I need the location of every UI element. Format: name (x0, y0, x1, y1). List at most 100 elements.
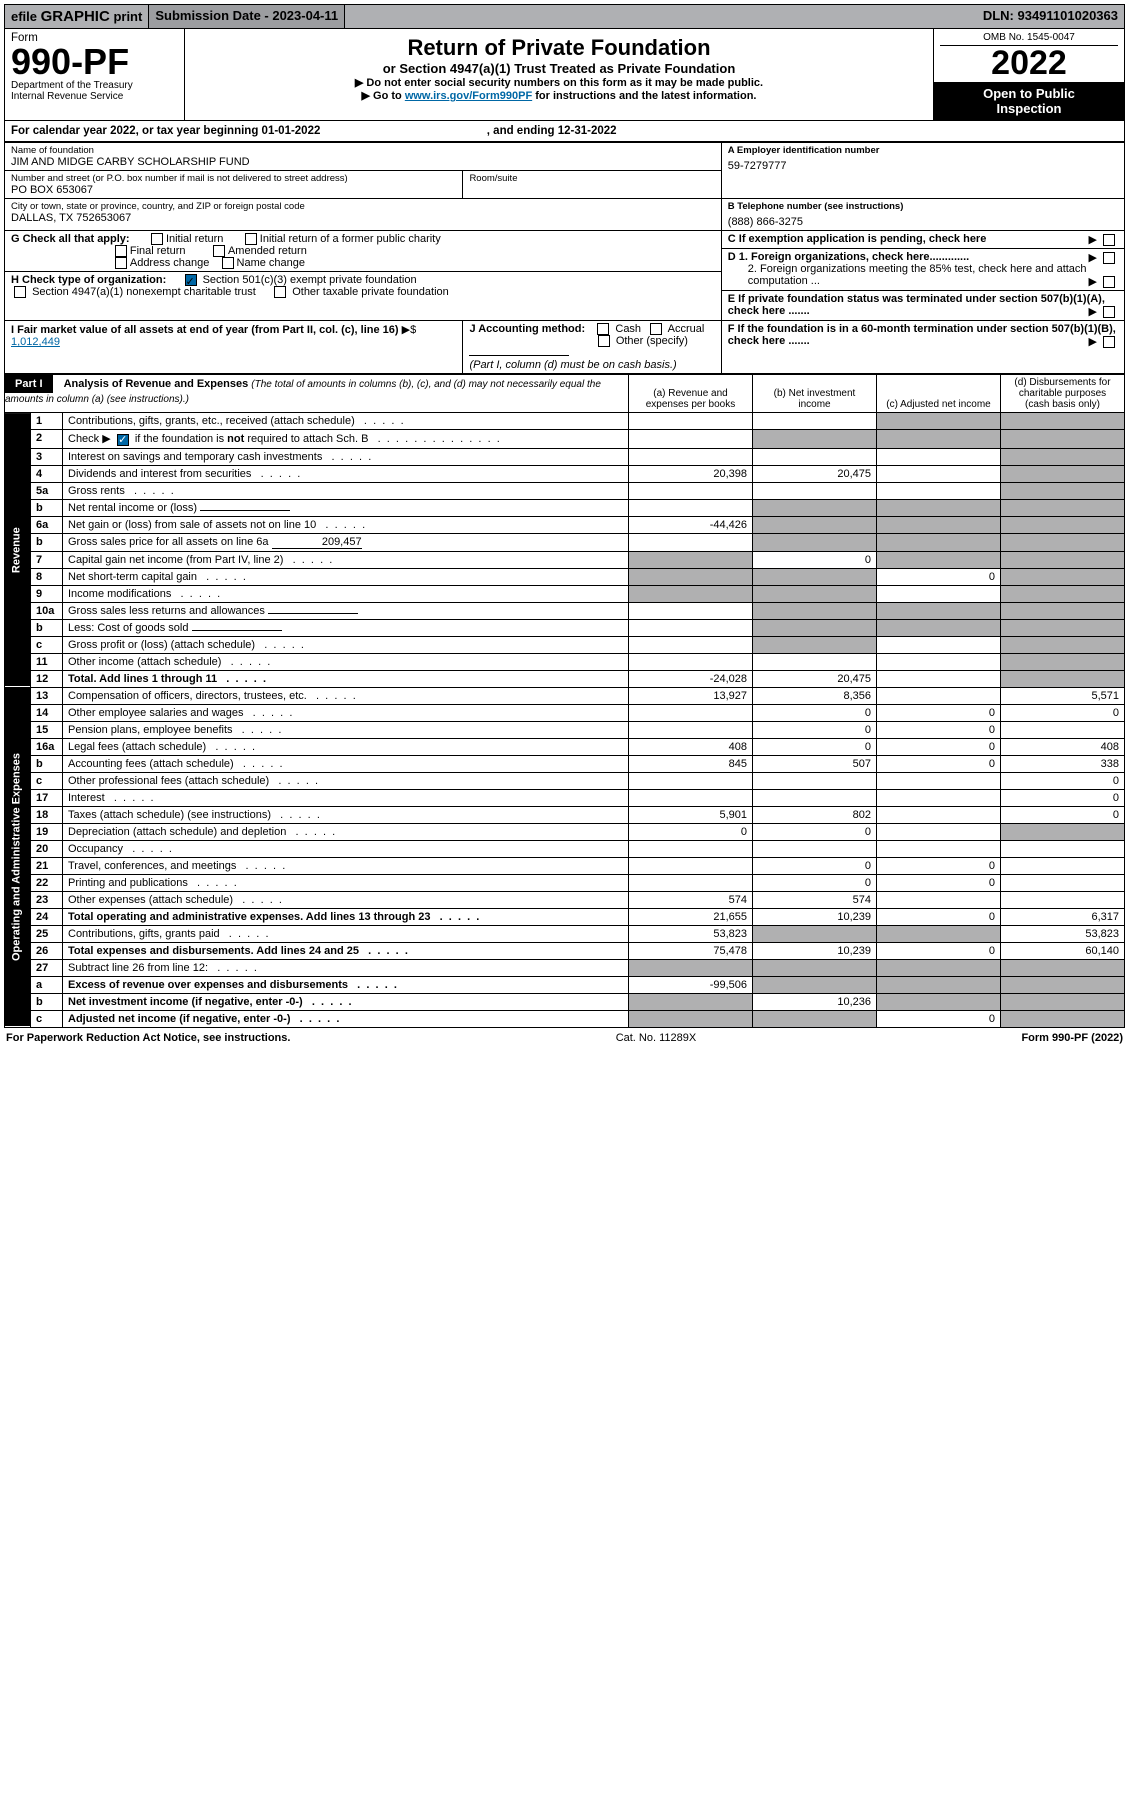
cell-a: 408 (629, 738, 753, 755)
checkbox-icon[interactable] (1103, 336, 1115, 348)
cell-b (753, 602, 877, 619)
cell-d: 60,140 (1001, 942, 1125, 959)
line-number: 16a (31, 738, 63, 755)
checkbox-icon[interactable] (115, 257, 127, 269)
checkbox-icon[interactable] (213, 245, 225, 257)
cell-b (753, 430, 877, 448)
cell-b: 10,239 (753, 942, 877, 959)
cell-b (753, 413, 877, 430)
checkbox-icon[interactable] (598, 335, 610, 347)
cell-d (1001, 993, 1125, 1010)
cell-c: 0 (877, 874, 1001, 891)
cell-c: 0 (877, 908, 1001, 925)
cell-a (629, 499, 753, 516)
cell-b (753, 925, 877, 942)
cell-c (877, 533, 1001, 551)
line-number: 10a (31, 602, 63, 619)
cell-c: 0 (877, 568, 1001, 585)
j-lbl: J Accounting method: (469, 323, 585, 335)
part-label: Part I (5, 375, 53, 393)
fmv-value: 1,012,449 (11, 336, 60, 348)
line-desc: Other expenses (attach schedule) . . . .… (63, 891, 629, 908)
line-desc: Total operating and administrative expen… (63, 908, 629, 925)
cell-d (1001, 482, 1125, 499)
cell-a: 20,398 (629, 465, 753, 482)
checkbox-icon[interactable] (1103, 252, 1115, 264)
cell-d: 6,317 (1001, 908, 1125, 925)
checkbox-checked-icon[interactable]: ✓ (117, 434, 129, 446)
cell-b (753, 482, 877, 499)
checkbox-icon[interactable] (1103, 276, 1115, 288)
checkbox-icon[interactable] (151, 233, 163, 245)
line-number: 7 (31, 551, 63, 568)
line-desc: Other professional fees (attach schedule… (63, 772, 629, 789)
line-desc: Less: Cost of goods sold (63, 619, 629, 636)
submission-date: Submission Date - 2023-04-11 (148, 5, 345, 28)
line-desc: Excess of revenue over expenses and disb… (63, 976, 629, 993)
cell-c (877, 551, 1001, 568)
cell-d (1001, 857, 1125, 874)
cell-d: 53,823 (1001, 925, 1125, 942)
cell-d: 408 (1001, 738, 1125, 755)
cell-b: 802 (753, 806, 877, 823)
cell-d (1001, 670, 1125, 687)
footer-mid: Cat. No. 11289X (616, 1032, 697, 1044)
cell-b: 0 (753, 551, 877, 568)
checkbox-icon[interactable] (1103, 234, 1115, 246)
cell-d (1001, 891, 1125, 908)
checkbox-icon[interactable] (115, 245, 127, 257)
cell-d (1001, 840, 1125, 857)
line-number: 23 (31, 891, 63, 908)
checkbox-icon[interactable] (274, 286, 286, 298)
form-number: 990-PF (11, 44, 178, 80)
line-number: b (31, 619, 63, 636)
efile-label: efile GRAPHIC print (5, 5, 148, 28)
checkbox-checked-icon[interactable]: ✓ (185, 274, 197, 286)
cell-b: 0 (753, 738, 877, 755)
cell-d (1001, 602, 1125, 619)
cell-c: 0 (877, 857, 1001, 874)
cell-d (1001, 448, 1125, 465)
cell-a (629, 959, 753, 976)
instructions-link[interactable]: www.irs.gov/Form990PF (405, 90, 532, 102)
title-main: Return of Private Foundation (191, 35, 927, 61)
checkbox-icon[interactable] (14, 286, 26, 298)
line-number: 1 (31, 413, 63, 430)
cell-a: 75,478 (629, 942, 753, 959)
line-desc: Contributions, gifts, grants, etc., rece… (63, 413, 629, 430)
line-number: 8 (31, 568, 63, 585)
cell-a (629, 636, 753, 653)
part-title: Analysis of Revenue and Expenses (64, 378, 249, 390)
line-desc: Dividends and interest from securities .… (63, 465, 629, 482)
col-c: (c) Adjusted net income (877, 375, 1001, 413)
checkbox-icon[interactable] (650, 323, 662, 335)
cell-a (629, 840, 753, 857)
ein-lbl: A Employer identification number (728, 145, 1118, 156)
cell-d (1001, 465, 1125, 482)
cell-b (753, 499, 877, 516)
cell-a (629, 602, 753, 619)
checkbox-icon[interactable] (245, 233, 257, 245)
cell-c: 0 (877, 942, 1001, 959)
cell-c (877, 516, 1001, 533)
line-number: b (31, 533, 63, 551)
tax-year: 2022 (940, 46, 1118, 80)
cell-a: -24,028 (629, 670, 753, 687)
cell-c (877, 482, 1001, 499)
year-cell: OMB No. 1545-0047 2022 Open to Public In… (934, 29, 1124, 120)
city: DALLAS, TX 752653067 (11, 212, 715, 224)
checkbox-icon[interactable] (222, 257, 234, 269)
cell-b (753, 619, 877, 636)
cell-c (877, 653, 1001, 670)
line-desc: Printing and publications . . . . . (63, 874, 629, 891)
cell-d (1001, 874, 1125, 891)
cell-b (753, 533, 877, 551)
checkbox-icon[interactable] (1103, 306, 1115, 318)
cell-c (877, 430, 1001, 448)
cell-a: 53,823 (629, 925, 753, 942)
foundation-name: JIM AND MIDGE CARBY SCHOLARSHIP FUND (11, 156, 715, 168)
cell-b (753, 653, 877, 670)
checkbox-icon[interactable] (597, 323, 609, 335)
line-number: b (31, 499, 63, 516)
cell-b (753, 959, 877, 976)
